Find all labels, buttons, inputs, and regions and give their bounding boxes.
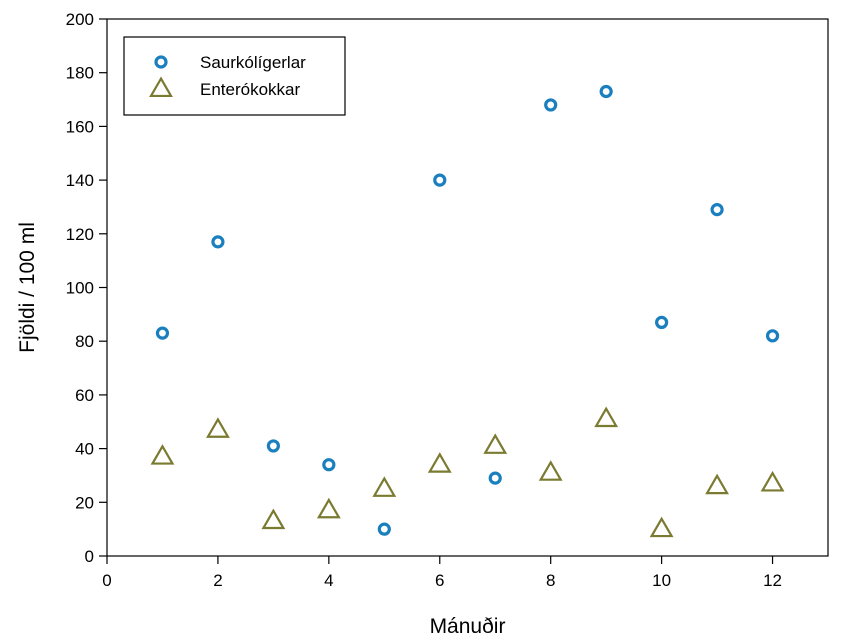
legend-marker [149, 76, 173, 98]
x-tick-label: 12 [763, 571, 782, 590]
y-tick-label: 80 [75, 332, 94, 351]
x-tick-label: 4 [324, 571, 333, 590]
data-point-triangle [427, 452, 452, 473]
data-point-circle [377, 522, 391, 536]
data-point-circle [599, 84, 613, 99]
x-tick-label: 2 [213, 571, 222, 590]
series-2 [150, 406, 785, 538]
data-point-triangle [372, 476, 397, 497]
legend: Saurkólígerlar Enterókokkar [123, 36, 346, 116]
data-point-circle [433, 173, 447, 187]
data-point-triangle [594, 406, 619, 428]
legend-label: Enterókokkar [200, 80, 300, 99]
x-tick-label: 6 [435, 571, 444, 590]
data-point-circle [710, 203, 724, 217]
data-point-circle [266, 439, 280, 453]
series-1 [155, 84, 780, 536]
data-point-triangle [206, 417, 230, 438]
legend-marker [154, 55, 168, 69]
data-point-triangle [538, 460, 563, 481]
data-point-circle [211, 235, 225, 249]
x-tick-label: 8 [546, 571, 555, 590]
data-point-triangle [150, 444, 175, 465]
data-series [150, 84, 785, 538]
data-point-circle [765, 329, 780, 343]
data-point-circle [322, 458, 336, 472]
y-tick-label: 60 [75, 386, 94, 405]
y-tick-label: 40 [75, 440, 94, 459]
y-tick-label: 140 [66, 171, 94, 190]
y-tick-label: 20 [75, 493, 94, 512]
y-tick-label: 200 [66, 10, 94, 29]
y-tick-label: 160 [66, 117, 94, 136]
x-tick-label: 0 [102, 571, 111, 590]
data-point-triangle [261, 508, 286, 530]
y-tick-label: 180 [66, 64, 94, 83]
data-point-triangle [649, 516, 674, 538]
x-axis-title: Mánuðir [430, 615, 506, 638]
y-axis-title: Fjöldi / 100 ml [16, 222, 39, 353]
data-point-circle [488, 471, 502, 485]
data-point-triangle [705, 473, 729, 495]
y-tick-label: 100 [66, 279, 94, 298]
y-tick-label: 0 [85, 547, 94, 566]
y-tick-label: 120 [66, 225, 94, 244]
legend-label: Saurkólígerlar [200, 53, 306, 72]
legend-box [123, 36, 346, 116]
data-point-circle [155, 326, 170, 340]
x-tick-label: 10 [652, 571, 671, 590]
data-point-triangle [483, 433, 508, 454]
data-point-triangle [760, 470, 785, 492]
data-point-circle [655, 315, 669, 330]
data-point-circle [544, 98, 558, 112]
data-point-triangle [316, 497, 341, 519]
